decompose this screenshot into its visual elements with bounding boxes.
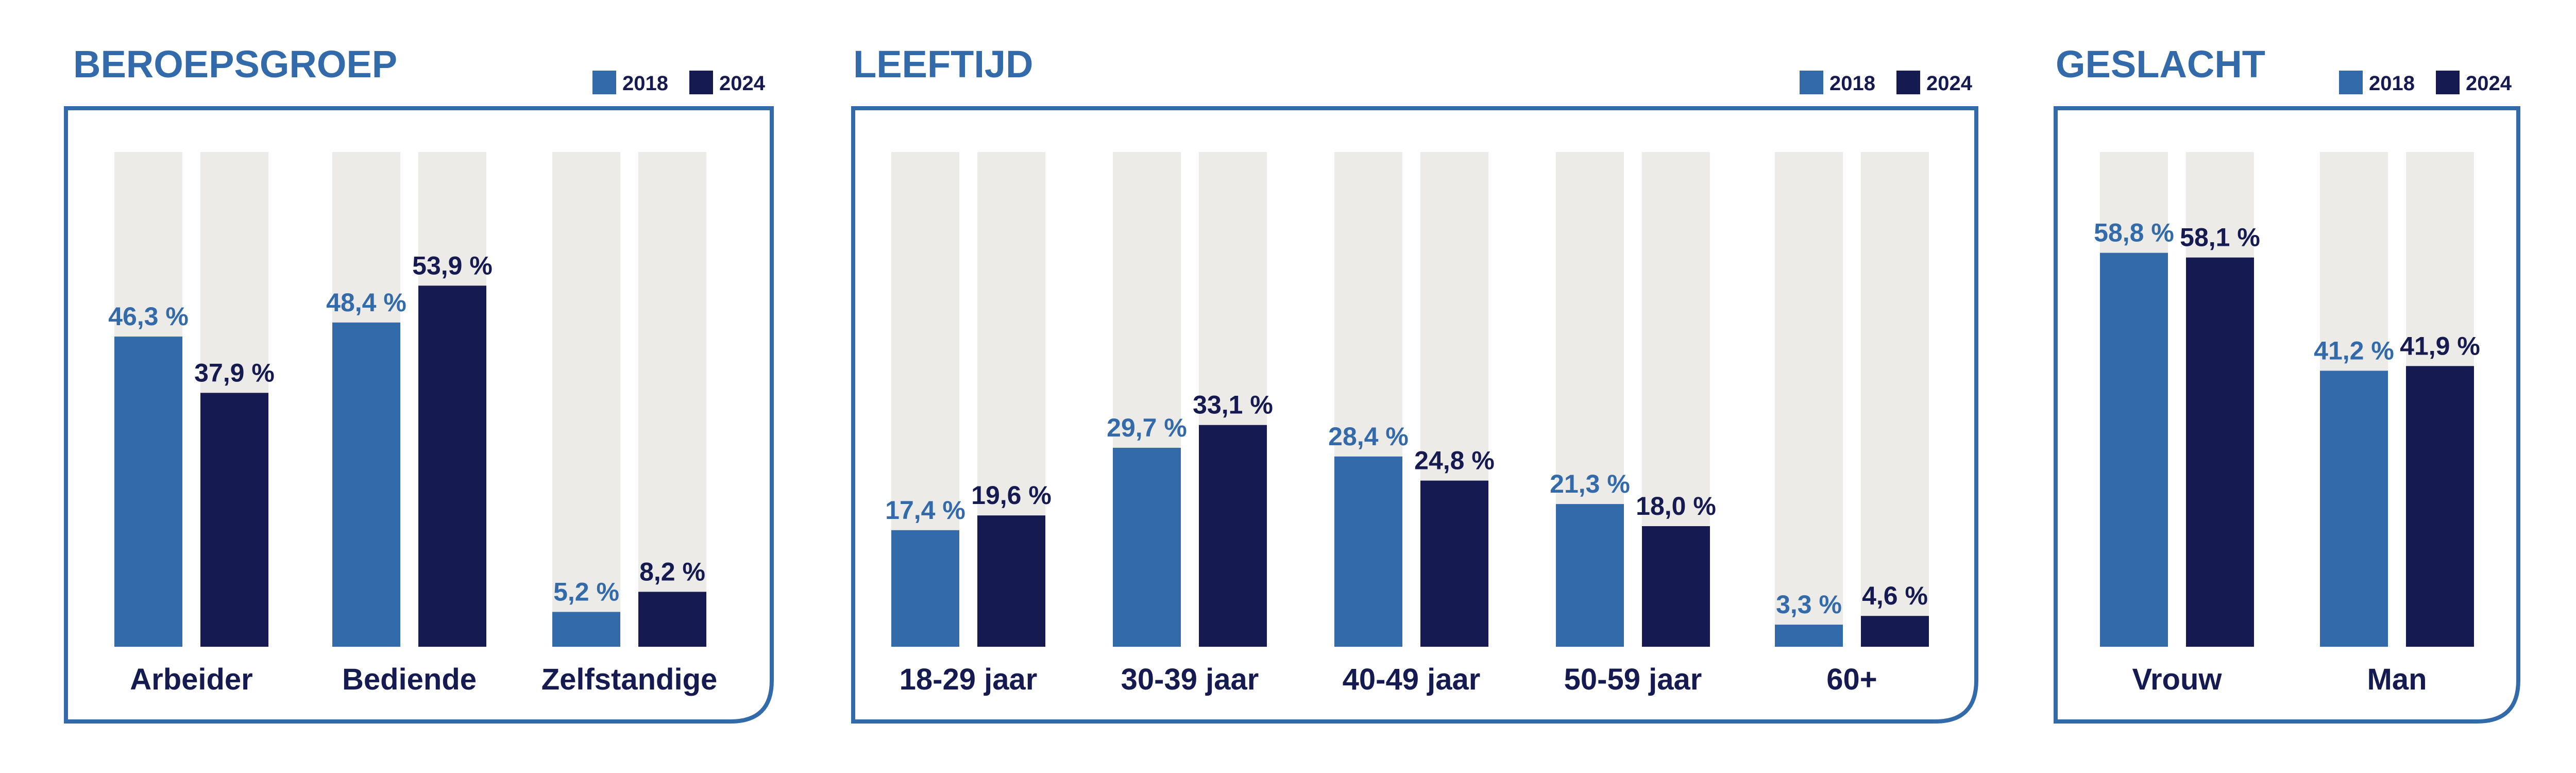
panel-geslacht: GESLACHT 2018 2024 58,8 % 58,1 % Vrouw 41,2 % 4… [2054, 43, 2520, 724]
category-label-2: 40-49 jaar [1343, 663, 1481, 696]
bar-track [552, 152, 620, 647]
legend-swatch-2024 [689, 71, 713, 94]
legend-label-2024: 2024 [1926, 72, 1973, 95]
value-label-2024-4: 4,6 % [1862, 581, 1928, 610]
category-label-1: Man [2367, 663, 2427, 696]
value-label-2024-0: 37,9 % [194, 358, 275, 387]
bar-2018-1 [332, 322, 400, 647]
legend-swatch-2024 [2436, 71, 2460, 94]
bar-2024-1 [2406, 366, 2474, 647]
legend-swatch-2018 [2339, 71, 2363, 94]
bar-2018-0 [2100, 253, 2168, 647]
legend-label-2024: 2024 [719, 72, 766, 95]
bar-track [638, 152, 706, 647]
bar-2018-0 [114, 337, 182, 647]
value-label-2018-2: 28,4 % [1328, 422, 1409, 451]
value-label-2018-4: 3,3 % [1776, 590, 1842, 619]
legend-swatch-2018 [1800, 71, 1823, 94]
value-label-2024-1: 33,1 % [1193, 391, 1273, 419]
category-label-4: 60+ [1826, 663, 1877, 696]
bar-2018-1 [1113, 447, 1181, 647]
value-label-2024-2: 8,2 % [639, 557, 705, 586]
bar-2024-4 [1861, 616, 1929, 647]
value-label-2018-0: 58,8 % [2094, 219, 2174, 247]
bar-2024-0 [2186, 257, 2254, 647]
bar-2024-2 [638, 592, 706, 647]
legend-label-2018: 2018 [1829, 72, 1875, 95]
bar-2024-3 [1642, 526, 1710, 647]
panel-frame [2054, 106, 2520, 724]
value-label-2024-0: 58,1 % [2180, 223, 2260, 252]
value-label-2024-3: 18,0 % [1636, 492, 1716, 520]
panel-title-leeftijd: LEEFTIJD [853, 43, 1033, 86]
bar-2018-0 [891, 530, 959, 647]
bar-2018-2 [1334, 456, 1402, 647]
panel-frame [64, 106, 774, 724]
bar-2024-0 [200, 393, 268, 647]
category-label-0: Arbeider [130, 663, 253, 696]
value-label-2018-0: 46,3 % [108, 302, 189, 331]
value-label-2018-1: 48,4 % [326, 288, 406, 317]
bar-2018-2 [552, 612, 620, 647]
panel-frame [851, 106, 1978, 724]
category-label-2: Zelfstandige [541, 663, 718, 696]
panel-title-geslacht: GESLACHT [2056, 43, 2265, 86]
bar-2018-4 [1775, 625, 1843, 647]
legend-label-2018: 2018 [622, 72, 668, 95]
value-label-2018-1: 29,7 % [1107, 413, 1187, 442]
value-label-2018-2: 5,2 % [553, 577, 619, 606]
value-label-2024-0: 19,6 % [971, 481, 1052, 510]
panel-leeftijd: LEEFTIJD 2018 2024 17,4 %19,6 % 18-29 jaar 29… [851, 43, 1978, 724]
value-label-2024-2: 24,8 % [1414, 446, 1495, 475]
value-label-2024-1: 41,9 % [2400, 331, 2480, 360]
bar-2018-1 [2320, 371, 2388, 647]
category-label-0: 18-29 jaar [900, 663, 1038, 696]
legend-label-2024: 2024 [2466, 72, 2512, 95]
panel-beroepsgroep: BEROEPSGROEP 2018 2024 46,3 %37,9 % Arbeider… [64, 43, 774, 724]
bar-track [1775, 152, 1843, 647]
category-label-3: 50-59 jaar [1564, 663, 1702, 696]
legend-swatch-2024 [1896, 71, 1920, 94]
value-label-2024-1: 53,9 % [412, 251, 493, 280]
category-label-1: 30-39 jaar [1121, 663, 1259, 696]
category-label-0: Vrouw [2132, 663, 2222, 696]
legend-label-2018: 2018 [2369, 72, 2415, 95]
bar-2024-1 [418, 285, 486, 647]
legend-swatch-2018 [592, 71, 616, 94]
bar-2024-2 [1420, 480, 1488, 647]
value-label-2018-3: 21,3 % [1550, 469, 1630, 498]
value-label-2018-0: 17,4 % [885, 496, 965, 525]
category-label-1: Bediende [342, 663, 477, 696]
bar-track [1861, 152, 1929, 647]
bar-2024-0 [977, 515, 1045, 647]
panel-title-beroepsgroep: BEROEPSGROEP [73, 43, 397, 86]
value-label-2018-1: 41,2 % [2314, 336, 2394, 365]
bar-2018-3 [1556, 504, 1624, 647]
bar-2024-1 [1199, 425, 1267, 647]
